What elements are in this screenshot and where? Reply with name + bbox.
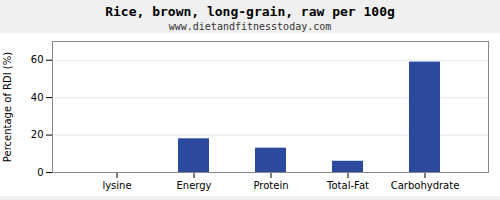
svg-text:Carbohydrate: Carbohydrate bbox=[391, 180, 460, 191]
svg-text:60: 60 bbox=[31, 54, 44, 65]
svg-text:Protein: Protein bbox=[253, 180, 288, 191]
svg-text:Energy: Energy bbox=[176, 180, 211, 191]
html-text:Rice, brown, long-grain, raw p: Rice, brown, long-grain, raw per 100g bbox=[105, 4, 395, 19]
svg-text:20: 20 bbox=[31, 129, 44, 140]
svg-text:40: 40 bbox=[31, 92, 44, 103]
svg-text:0: 0 bbox=[37, 167, 43, 178]
svg-text:Total-Fat: Total-Fat bbox=[326, 180, 369, 191]
svg-text:lysine: lysine bbox=[102, 180, 131, 191]
svg-text:Percentage of RDI (%): Percentage of RDI (%) bbox=[2, 52, 13, 162]
html-text:www.dietandfitnesstoday.com: www.dietandfitnesstoday.com bbox=[168, 21, 332, 32]
